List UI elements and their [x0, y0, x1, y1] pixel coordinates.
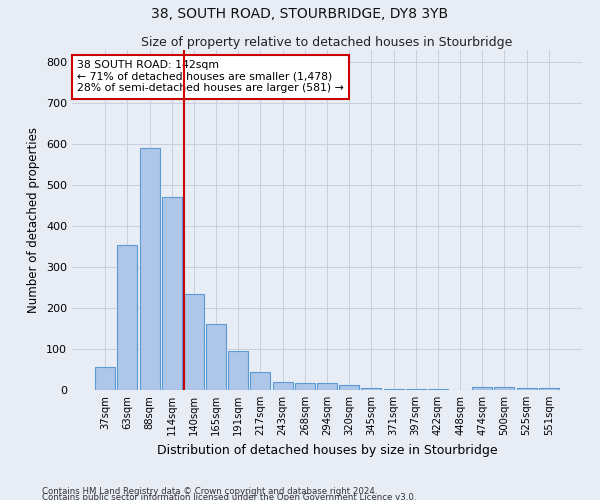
Bar: [317, 382, 337, 390]
Bar: [272, 382, 293, 390]
Bar: [162, 198, 182, 390]
X-axis label: Distribution of detached houses by size in Stourbridge: Distribution of detached houses by size …: [157, 444, 497, 456]
Bar: [472, 386, 492, 390]
Text: 38, SOUTH ROAD, STOURBRIDGE, DY8 3YB: 38, SOUTH ROAD, STOURBRIDGE, DY8 3YB: [151, 8, 449, 22]
Bar: [118, 244, 137, 390]
Bar: [228, 351, 248, 390]
Text: 38 SOUTH ROAD: 142sqm
← 71% of detached houses are smaller (1,478)
28% of semi-d: 38 SOUTH ROAD: 142sqm ← 71% of detached …: [77, 60, 344, 94]
Text: Contains HM Land Registry data © Crown copyright and database right 2024.: Contains HM Land Registry data © Crown c…: [42, 486, 377, 496]
Bar: [428, 389, 448, 390]
Bar: [406, 389, 426, 390]
Bar: [339, 384, 359, 390]
Bar: [361, 388, 382, 390]
Bar: [539, 388, 559, 390]
Title: Size of property relative to detached houses in Stourbridge: Size of property relative to detached ho…: [142, 36, 512, 49]
Text: Contains public sector information licensed under the Open Government Licence v3: Contains public sector information licen…: [42, 492, 416, 500]
Bar: [295, 382, 315, 390]
Y-axis label: Number of detached properties: Number of detached properties: [28, 127, 40, 313]
Bar: [206, 324, 226, 390]
Bar: [250, 372, 271, 390]
Bar: [383, 389, 404, 390]
Bar: [517, 388, 536, 390]
Bar: [184, 294, 204, 390]
Bar: [140, 148, 160, 390]
Bar: [494, 386, 514, 390]
Bar: [95, 368, 115, 390]
